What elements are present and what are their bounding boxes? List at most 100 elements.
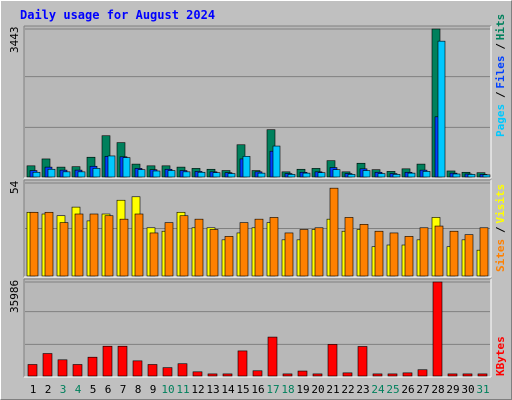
bar-kbytes-day-22: [342, 372, 353, 377]
day-label-7: 7: [120, 383, 127, 396]
day-label-4: 4: [75, 383, 82, 396]
bar-pages-day-15: [242, 156, 251, 178]
bar-sites-day-13: [209, 229, 219, 277]
day-label-23: 23: [356, 383, 369, 396]
day-label-29: 29: [446, 383, 459, 396]
bar-sites-day-1: [29, 211, 39, 277]
bar-sites-day-23: [359, 224, 369, 277]
bar-sites-day-18: [284, 232, 294, 277]
day-label-21: 21: [326, 383, 339, 396]
bar-pages-day-20: [317, 172, 326, 178]
legend-sites: Sites: [494, 239, 507, 272]
bar-pages-day-14: [227, 173, 236, 178]
day-label-9: 9: [150, 383, 157, 396]
day-label-22: 22: [341, 383, 354, 396]
day-label-19: 19: [296, 383, 309, 396]
plot-area: [24, 279, 491, 377]
day-label-27: 27: [416, 383, 429, 396]
bar-pages-day-31: [482, 174, 491, 178]
bar-pages-day-21: [332, 169, 341, 178]
bar-sites-day-11: [179, 215, 189, 277]
bar-kbytes-day-14: [222, 373, 233, 377]
bar-sites-day-9: [149, 232, 159, 277]
bar-kbytes-day-17: [267, 336, 278, 377]
plot-area: [24, 26, 491, 178]
bar-sites-day-3: [59, 222, 69, 277]
bar-kbytes-day-9: [147, 364, 158, 377]
bar-pages-day-10: [167, 170, 176, 178]
bar-pages-day-29: [452, 173, 461, 178]
bar-kbytes-day-20: [312, 373, 323, 377]
bar-kbytes-day-24: [372, 373, 383, 377]
legend-separator: /: [494, 226, 507, 233]
bar-pages-day-1: [32, 171, 41, 178]
bar-sites-day-2: [44, 211, 54, 277]
legend-separator: /: [494, 91, 507, 98]
bar-pages-day-25: [392, 174, 401, 178]
bar-pages-day-18: [287, 174, 296, 178]
day-label-18: 18: [281, 383, 294, 396]
legend-separator: /: [494, 43, 507, 50]
bar-pages-day-4: [77, 171, 86, 178]
day-label-3: 3: [60, 383, 67, 396]
bar-kbytes-day-28: [432, 281, 443, 377]
bar-sites-day-12: [194, 218, 204, 277]
bar-sites-day-17: [269, 217, 279, 277]
bar-kbytes-day-10: [162, 367, 173, 377]
bar-pages-day-22: [347, 174, 356, 178]
bar-kbytes-day-1: [27, 364, 38, 377]
legend-pages: Pages: [494, 104, 507, 137]
bar-pages-day-11: [182, 171, 191, 178]
bar-sites-day-26: [404, 236, 414, 277]
bar-kbytes-day-25: [387, 373, 398, 377]
bar-kbytes-day-16: [252, 370, 263, 377]
bar-sites-day-7: [119, 218, 129, 277]
day-label-14: 14: [221, 383, 235, 396]
bar-sites-day-5: [89, 213, 99, 277]
day-label-17: 17: [266, 383, 279, 396]
bar-sites-day-6: [104, 215, 114, 277]
bar-pages-day-7: [122, 157, 131, 178]
bar-sites-day-22: [344, 217, 354, 277]
legend-visits: Visits: [494, 184, 507, 224]
day-label-31: 31: [476, 383, 489, 396]
bar-pages-day-12: [197, 171, 206, 178]
day-label-1: 1: [30, 383, 37, 396]
day-label-5: 5: [90, 383, 97, 396]
bar-kbytes-day-5: [87, 356, 98, 377]
bar-kbytes-day-15: [237, 350, 248, 377]
legend-hits: Hits: [494, 14, 507, 41]
bar-sites-day-29: [449, 230, 459, 277]
bar-kbytes-day-26: [402, 372, 413, 377]
bar-pages-day-2: [47, 168, 56, 178]
bar-kbytes-day-31: [477, 373, 488, 377]
bar-kbytes-day-3: [57, 359, 68, 377]
bar-sites-day-21: [329, 187, 339, 277]
bar-kbytes-day-27: [417, 369, 428, 377]
bar-sites-day-20: [314, 227, 324, 277]
bar-pages-day-28: [437, 40, 446, 178]
bar-pages-day-23: [362, 170, 371, 178]
day-label-10: 10: [161, 383, 174, 396]
bar-kbytes-day-18: [282, 373, 293, 377]
bar-kbytes-day-11: [177, 363, 188, 377]
bar-sites-day-14: [224, 236, 234, 277]
bar-pages-day-16: [257, 172, 266, 178]
bar-kbytes-day-6: [102, 345, 113, 377]
day-label-8: 8: [135, 383, 142, 396]
bar-pages-day-8: [137, 169, 146, 178]
bar-kbytes-day-23: [357, 346, 368, 377]
bar-sites-day-19: [299, 229, 309, 277]
bar-sites-day-10: [164, 222, 174, 277]
day-label-13: 13: [206, 383, 219, 396]
bar-pages-day-30: [467, 174, 476, 178]
bar-sites-day-4: [74, 213, 84, 277]
day-label-6: 6: [105, 383, 112, 396]
bar-sites-day-16: [254, 218, 264, 277]
day-label-11: 11: [176, 383, 189, 396]
bar-kbytes-day-4: [72, 364, 83, 377]
bar-kbytes-day-2: [42, 353, 53, 377]
day-label-30: 30: [461, 383, 474, 396]
day-label-24: 24: [371, 383, 385, 396]
